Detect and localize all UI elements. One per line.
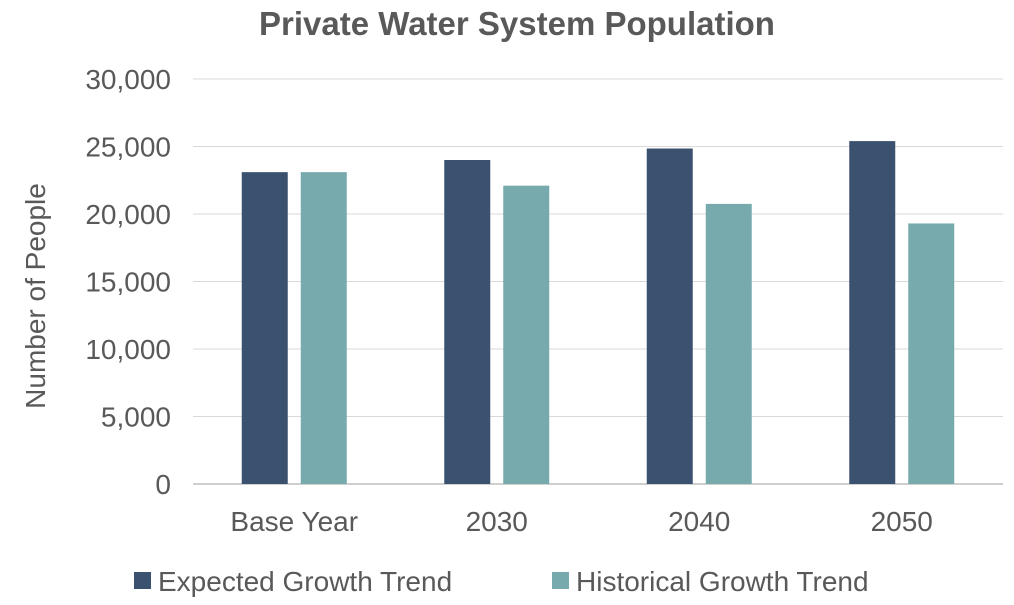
legend-swatch (552, 572, 569, 589)
chart-title: Private Water System Population (259, 5, 775, 42)
x-tick-label: Base Year (230, 506, 358, 537)
y-axis-ticks: 0 5,000 10,000 15,000 20,000 25,000 30,000 (85, 64, 171, 500)
bar-expected-growth-trend (444, 160, 491, 484)
bars (241, 141, 955, 484)
y-tick-label: 15,000 (85, 267, 171, 298)
bar-historical-growth-trend (908, 223, 955, 484)
bar-expected-growth-trend (646, 148, 693, 484)
bar-historical-growth-trend (705, 203, 752, 484)
bar-expected-growth-trend (849, 141, 896, 484)
legend-label: Historical Growth Trend (576, 566, 869, 597)
legend-label: Expected Growth Trend (158, 566, 452, 597)
x-axis-ticks: Base Year 2030 2040 2050 (230, 506, 932, 537)
y-tick-label: 25,000 (85, 132, 171, 163)
y-tick-label: 0 (155, 469, 171, 500)
bar-expected-growth-trend (241, 172, 288, 484)
x-tick-label: 2040 (668, 506, 730, 537)
legend: Expected Growth Trend Historical Growth T… (134, 566, 869, 597)
y-tick-label: 20,000 (85, 199, 171, 230)
y-tick-label: 10,000 (85, 334, 171, 365)
y-tick-label: 30,000 (85, 64, 171, 95)
x-tick-label: 2050 (871, 506, 933, 537)
y-axis-label: Number of People (20, 183, 51, 409)
bar-historical-growth-trend (503, 185, 550, 484)
bar-historical-growth-trend (300, 172, 347, 484)
legend-swatch (134, 572, 151, 589)
x-tick-label: 2030 (466, 506, 528, 537)
y-tick-label: 5,000 (101, 402, 171, 433)
